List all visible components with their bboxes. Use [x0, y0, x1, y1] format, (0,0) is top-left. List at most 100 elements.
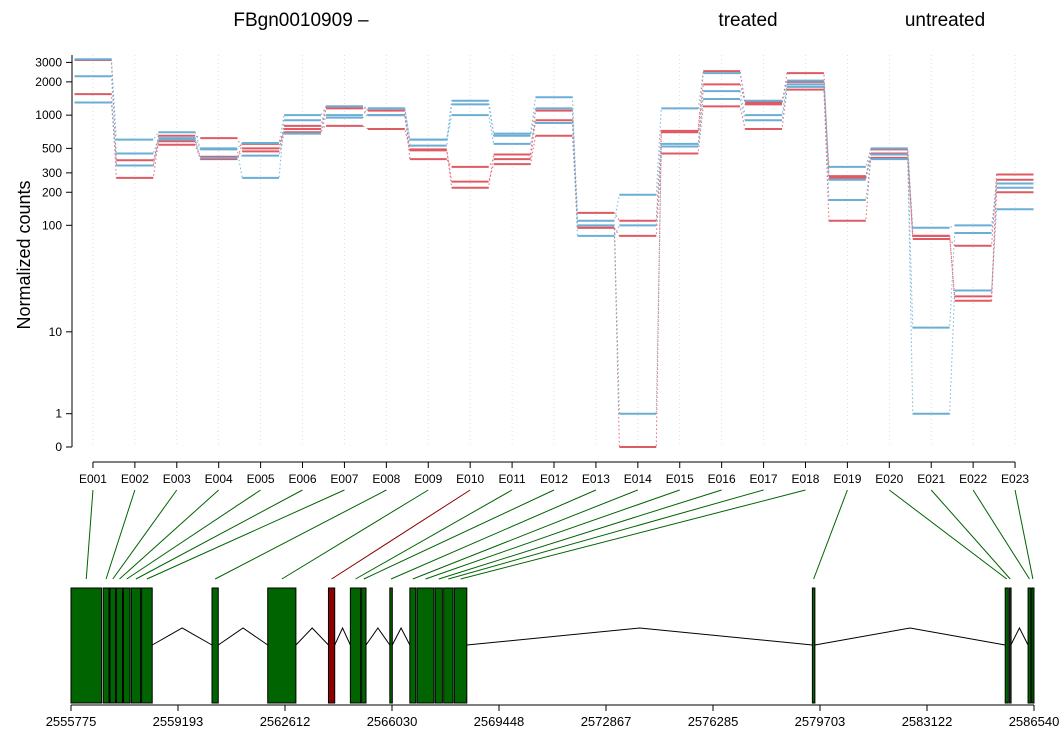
exon-link: [930, 489, 1011, 580]
exon-link: [448, 489, 764, 580]
legend-untreated: untreated: [905, 10, 985, 31]
chart-title: FBgn0010909 –: [233, 10, 369, 31]
genomic-tick-label: 2583122: [902, 714, 953, 729]
exon-link: [438, 489, 722, 580]
exon-link: [390, 489, 597, 580]
x-tick-label: E005: [247, 472, 275, 486]
x-tick-label: E011: [499, 472, 526, 486]
y-tick-label: 300: [42, 166, 62, 180]
exon-box: [1004, 587, 1009, 704]
exon-box: [116, 587, 123, 704]
exon-box: [70, 587, 103, 704]
exon-box: [1009, 587, 1012, 704]
x-tick-label: E002: [121, 472, 149, 486]
genomic-tick-label: 2559193: [153, 714, 204, 729]
x-tick-label: E018: [791, 472, 819, 486]
exon-link: [146, 489, 345, 580]
exon-link: [85, 489, 94, 580]
genomic-tick-label: 2555775: [46, 714, 97, 729]
exon-box: [267, 587, 297, 704]
genomic-tick-label: 2572867: [581, 714, 632, 729]
exon-box: [361, 587, 367, 704]
intron: [295, 627, 329, 646]
x-tick-label: E007: [330, 472, 358, 486]
x-tick-label: E006: [289, 472, 317, 486]
exon-box: [109, 587, 117, 704]
x-tick-label: E013: [582, 472, 610, 486]
x-tick-label: E017: [750, 472, 778, 486]
y-tick-label: 2000: [35, 75, 62, 89]
x-tick-label: E019: [833, 472, 861, 486]
exon-box: [1027, 587, 1032, 704]
exon-link: [119, 489, 220, 580]
exon-link: [214, 489, 387, 580]
exon-link: [460, 489, 806, 580]
genomic-tick-label: 2576285: [688, 714, 739, 729]
exon-box: [102, 587, 110, 704]
y-tick-label: 1: [55, 407, 62, 421]
genomic-tick-label: 2566030: [367, 714, 418, 729]
genomic-tick-label: 2562612: [260, 714, 311, 729]
genomic-tick-label: 2579703: [795, 714, 846, 729]
exon-link: [363, 489, 555, 580]
intron: [334, 626, 351, 646]
x-tick-label: E022: [959, 472, 987, 486]
exon-link: [281, 489, 429, 580]
exon-box: [327, 587, 336, 704]
exon-box: [122, 587, 131, 704]
exon-link: [889, 489, 1008, 580]
y-tick-label: 500: [42, 141, 62, 155]
x-tick-label: E003: [163, 472, 191, 486]
exon-box: [416, 587, 435, 704]
x-axis: E001 E002 E003 E004 E005 E006 E007 E008 E009 E010…: [79, 461, 1029, 486]
intron: [391, 626, 411, 646]
y-tick-label: 100: [42, 218, 62, 232]
y-tick-label: 200: [42, 185, 62, 199]
y-tick-label: 10: [49, 325, 63, 339]
x-tick-label: E016: [708, 472, 736, 486]
x-tick-label: E021: [917, 472, 945, 486]
exon-box: [211, 587, 219, 704]
exon-box: [130, 587, 142, 704]
exon-link: [126, 489, 261, 580]
genomic-axis: 2555775 2559193 2562612 2566030 2569448 25728…: [46, 704, 1059, 729]
exon-box: [811, 587, 816, 704]
x-tick-label: E023: [1001, 472, 1029, 486]
x-tick-label: E014: [624, 472, 652, 486]
x-tick-label: E004: [205, 472, 233, 486]
x-tick-label: E012: [540, 472, 568, 486]
genomic-tick-label: 2569448: [474, 714, 525, 729]
exon-link: [105, 489, 136, 580]
exon-link: [355, 489, 513, 580]
series-lines: [74, 58, 1034, 448]
legend-treated: treated: [718, 10, 777, 31]
gene-model: [70, 587, 1035, 704]
exon-box: [434, 587, 443, 704]
x-tick-label: E010: [456, 472, 484, 486]
exon-box: [409, 587, 417, 704]
y-tick-label: 1000: [35, 108, 62, 122]
exon-link: [331, 489, 471, 580]
y-axis: 0 1 10 100 200 300 500 1000 2000 3000: [35, 55, 73, 454]
intron: [466, 627, 813, 646]
exon-box: [349, 587, 362, 704]
exon-link: [425, 489, 680, 580]
exon-link: [972, 489, 1030, 580]
exon-links: [85, 489, 1034, 580]
series-connector: [74, 81, 1034, 448]
y-tick-label: 3000: [35, 55, 62, 69]
exon-box: [1031, 587, 1035, 704]
intron: [365, 627, 391, 646]
x-tick-label: E020: [875, 472, 903, 486]
x-tick-label: E001: [79, 472, 107, 486]
exon-box: [141, 587, 153, 704]
exon-box: [453, 587, 468, 704]
exon-box: [389, 587, 393, 704]
exon-link: [813, 489, 848, 580]
y-axis-label: Normalized counts: [14, 180, 34, 329]
exon-link: [112, 489, 178, 580]
exon-link: [135, 489, 303, 580]
series-connector: [74, 58, 1034, 229]
intron: [151, 627, 213, 646]
